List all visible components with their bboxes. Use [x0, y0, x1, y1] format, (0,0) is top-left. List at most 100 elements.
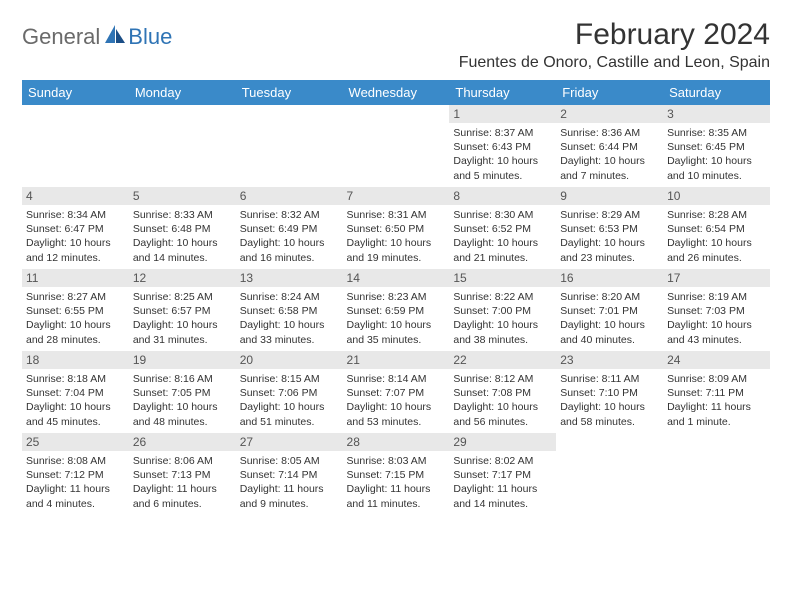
sunrise-line: Sunrise: 8:06 AM [133, 454, 232, 468]
day-number: 27 [236, 433, 343, 451]
day-number: 20 [236, 351, 343, 369]
calendar-empty-cell [236, 105, 343, 187]
daylight-line: Daylight: 10 hours and 5 minutes. [453, 154, 552, 182]
sunrise-line: Sunrise: 8:19 AM [667, 290, 766, 304]
daylight-line: Daylight: 11 hours and 1 minute. [667, 400, 766, 428]
day-number: 4 [22, 187, 129, 205]
sunrise-line: Sunrise: 8:35 AM [667, 126, 766, 140]
calendar-day-cell: 22Sunrise: 8:12 AMSunset: 7:08 PMDayligh… [449, 351, 556, 433]
calendar-day-cell: 9Sunrise: 8:29 AMSunset: 6:53 PMDaylight… [556, 187, 663, 269]
daylight-line: Daylight: 11 hours and 9 minutes. [240, 482, 339, 510]
sunset-line: Sunset: 6:49 PM [240, 222, 339, 236]
sunset-line: Sunset: 7:15 PM [347, 468, 446, 482]
sunrise-line: Sunrise: 8:25 AM [133, 290, 232, 304]
daylight-line: Daylight: 10 hours and 10 minutes. [667, 154, 766, 182]
sunrise-line: Sunrise: 8:27 AM [26, 290, 125, 304]
sunrise-line: Sunrise: 8:02 AM [453, 454, 552, 468]
sunrise-line: Sunrise: 8:32 AM [240, 208, 339, 222]
sunset-line: Sunset: 6:43 PM [453, 140, 552, 154]
sunset-line: Sunset: 7:12 PM [26, 468, 125, 482]
daylight-line: Daylight: 10 hours and 38 minutes. [453, 318, 552, 346]
day-number: 10 [663, 187, 770, 205]
calendar-empty-cell [129, 105, 236, 187]
daylight-line: Daylight: 10 hours and 31 minutes. [133, 318, 232, 346]
sunset-line: Sunset: 7:03 PM [667, 304, 766, 318]
daylight-line: Daylight: 10 hours and 58 minutes. [560, 400, 659, 428]
daylight-line: Daylight: 10 hours and 56 minutes. [453, 400, 552, 428]
calendar-day-cell: 5Sunrise: 8:33 AMSunset: 6:48 PMDaylight… [129, 187, 236, 269]
sunrise-line: Sunrise: 8:34 AM [26, 208, 125, 222]
sunrise-line: Sunrise: 8:11 AM [560, 372, 659, 386]
sunset-line: Sunset: 6:59 PM [347, 304, 446, 318]
sunrise-line: Sunrise: 8:18 AM [26, 372, 125, 386]
calendar-empty-cell [343, 105, 450, 187]
weekday-header: Sunday [22, 80, 129, 105]
sunset-line: Sunset: 7:05 PM [133, 386, 232, 400]
day-number: 8 [449, 187, 556, 205]
sunset-line: Sunset: 7:13 PM [133, 468, 232, 482]
calendar-header-row: SundayMondayTuesdayWednesdayThursdayFrid… [22, 80, 770, 105]
day-number: 13 [236, 269, 343, 287]
day-number: 26 [129, 433, 236, 451]
daylight-line: Daylight: 10 hours and 21 minutes. [453, 236, 552, 264]
daylight-line: Daylight: 10 hours and 40 minutes. [560, 318, 659, 346]
calendar-day-cell: 4Sunrise: 8:34 AMSunset: 6:47 PMDaylight… [22, 187, 129, 269]
sunrise-line: Sunrise: 8:23 AM [347, 290, 446, 304]
location-subtitle: Fuentes de Onoro, Castille and Leon, Spa… [459, 54, 770, 72]
day-number: 28 [343, 433, 450, 451]
calendar-day-cell: 17Sunrise: 8:19 AMSunset: 7:03 PMDayligh… [663, 269, 770, 351]
calendar-day-cell: 15Sunrise: 8:22 AMSunset: 7:00 PMDayligh… [449, 269, 556, 351]
calendar-empty-cell [22, 105, 129, 187]
sunset-line: Sunset: 7:14 PM [240, 468, 339, 482]
day-number: 7 [343, 187, 450, 205]
calendar-day-cell: 26Sunrise: 8:06 AMSunset: 7:13 PMDayligh… [129, 433, 236, 515]
daylight-line: Daylight: 10 hours and 45 minutes. [26, 400, 125, 428]
calendar-week-row: 18Sunrise: 8:18 AMSunset: 7:04 PMDayligh… [22, 351, 770, 433]
daylight-line: Daylight: 11 hours and 11 minutes. [347, 482, 446, 510]
calendar-week-row: 1Sunrise: 8:37 AMSunset: 6:43 PMDaylight… [22, 105, 770, 187]
day-number: 23 [556, 351, 663, 369]
sunrise-line: Sunrise: 8:30 AM [453, 208, 552, 222]
sunset-line: Sunset: 6:54 PM [667, 222, 766, 236]
day-number: 6 [236, 187, 343, 205]
sunrise-line: Sunrise: 8:08 AM [26, 454, 125, 468]
day-number: 5 [129, 187, 236, 205]
day-number: 11 [22, 269, 129, 287]
sunrise-line: Sunrise: 8:15 AM [240, 372, 339, 386]
brand-text-blue: Blue [128, 24, 172, 50]
day-number: 24 [663, 351, 770, 369]
daylight-line: Daylight: 11 hours and 4 minutes. [26, 482, 125, 510]
sunrise-line: Sunrise: 8:03 AM [347, 454, 446, 468]
sunset-line: Sunset: 7:10 PM [560, 386, 659, 400]
sunset-line: Sunset: 6:57 PM [133, 304, 232, 318]
calendar-day-cell: 16Sunrise: 8:20 AMSunset: 7:01 PMDayligh… [556, 269, 663, 351]
sunset-line: Sunset: 6:47 PM [26, 222, 125, 236]
daylight-line: Daylight: 10 hours and 19 minutes. [347, 236, 446, 264]
sunrise-line: Sunrise: 8:20 AM [560, 290, 659, 304]
calendar-table: SundayMondayTuesdayWednesdayThursdayFrid… [22, 80, 770, 515]
sunset-line: Sunset: 6:52 PM [453, 222, 552, 236]
calendar-day-cell: 14Sunrise: 8:23 AMSunset: 6:59 PMDayligh… [343, 269, 450, 351]
daylight-line: Daylight: 10 hours and 23 minutes. [560, 236, 659, 264]
day-number: 16 [556, 269, 663, 287]
calendar-day-cell: 8 Sunrise: 8:30 AMSunset: 6:52 PMDaylight… [449, 187, 556, 269]
sunrise-line: Sunrise: 8:29 AM [560, 208, 659, 222]
calendar-day-cell: 25Sunrise: 8:08 AMSunset: 7:12 PMDayligh… [22, 433, 129, 515]
calendar-day-cell: 18Sunrise: 8:18 AMSunset: 7:04 PMDayligh… [22, 351, 129, 433]
day-number: 12 [129, 269, 236, 287]
day-number: 2 [556, 105, 663, 123]
calendar-day-cell: 2Sunrise: 8:36 AMSunset: 6:44 PMDaylight… [556, 105, 663, 187]
sunset-line: Sunset: 7:11 PM [667, 386, 766, 400]
header: General Blue February 2024 Fuentes de On… [22, 18, 770, 72]
sunrise-line: Sunrise: 8:09 AM [667, 372, 766, 386]
weekday-header: Monday [129, 80, 236, 105]
daylight-line: Daylight: 10 hours and 14 minutes. [133, 236, 232, 264]
calendar-week-row: 25Sunrise: 8:08 AMSunset: 7:12 PMDayligh… [22, 433, 770, 515]
day-number: 3 [663, 105, 770, 123]
calendar-week-row: 4 Sunrise: 8:34 AMSunset: 6:47 PM Daylight… [22, 187, 770, 269]
calendar-day-cell: 23 Sunrise: 8:11 AMSunset: 7:10 PMDayligh… [556, 351, 663, 433]
daylight-line: Daylight: 11 hours and 14 minutes. [453, 482, 552, 510]
sunrise-line: Sunrise: 8:31 AM [347, 208, 446, 222]
sunrise-line: Sunrise: 8:12 AM [453, 372, 552, 386]
weekday-header: Saturday [663, 80, 770, 105]
